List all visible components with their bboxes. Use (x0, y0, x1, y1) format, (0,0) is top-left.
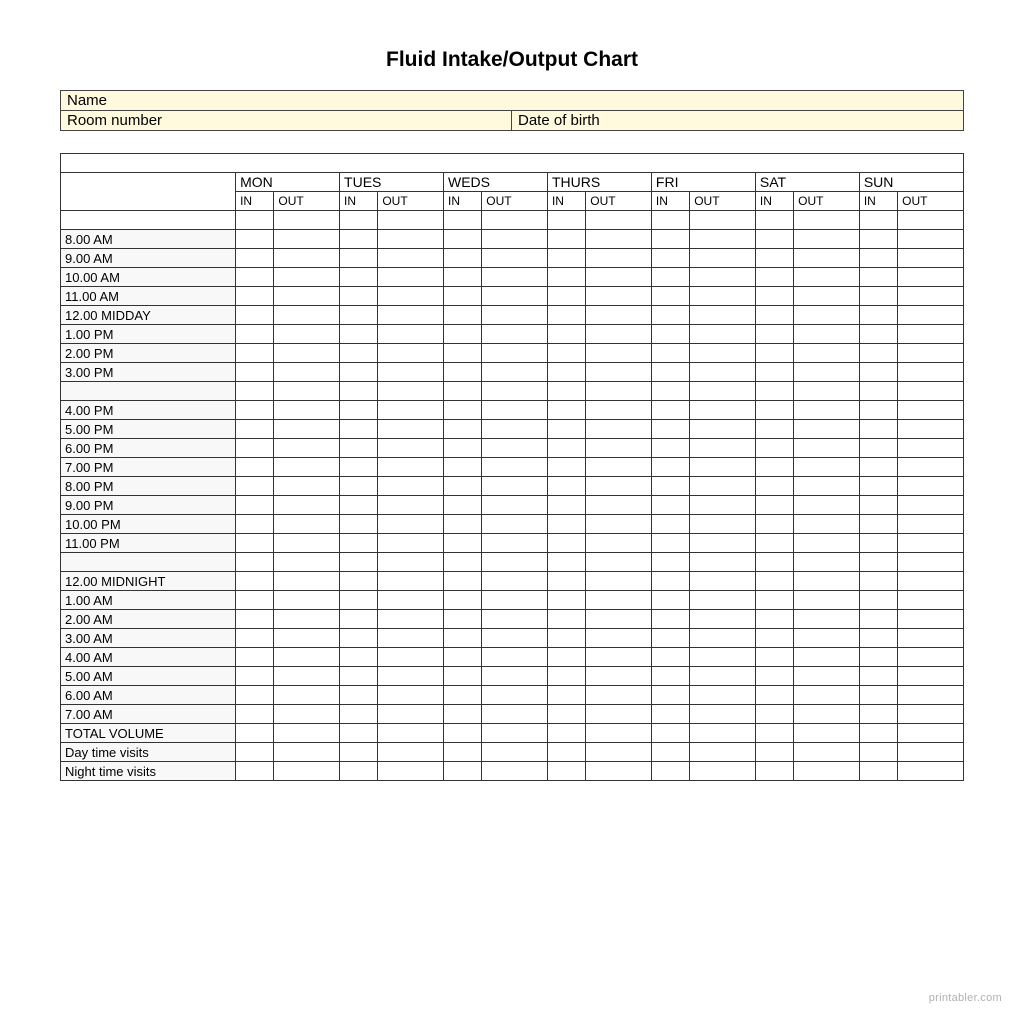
sub-in: IN (340, 192, 378, 211)
patient-info-box: Name Room number Date of birth (60, 90, 964, 131)
day-header-sun: SUN (859, 173, 963, 192)
sub-out: OUT (378, 192, 444, 211)
table-row: 3.00 AM (61, 629, 964, 648)
sub-in: IN (859, 192, 897, 211)
night-visits-label: Night time visits (61, 762, 236, 781)
time-label: 3.00 PM (61, 363, 236, 382)
fluid-chart-table: MON TUES WEDS THURS FRI SAT SUN INOUT IN… (60, 153, 964, 781)
time-label: 4.00 AM (61, 648, 236, 667)
table-row: 3.00 PM (61, 363, 964, 382)
table-gap-row (61, 211, 964, 230)
time-label: 12.00 MIDNIGHT (61, 572, 236, 591)
sub-out: OUT (482, 192, 548, 211)
table-row: 2.00 AM (61, 610, 964, 629)
table-strip-row (61, 154, 964, 173)
page-title: Fluid Intake/Output Chart (60, 48, 964, 72)
day-header-sat: SAT (755, 173, 859, 192)
time-label: 1.00 PM (61, 325, 236, 344)
table-row: 9.00 AM (61, 249, 964, 268)
table-row: 4.00 AM (61, 648, 964, 667)
sub-in: IN (755, 192, 793, 211)
day-header-row: MON TUES WEDS THURS FRI SAT SUN (61, 173, 964, 192)
day-header-mon: MON (236, 173, 340, 192)
time-label: 6.00 PM (61, 439, 236, 458)
sub-in: IN (547, 192, 585, 211)
time-label: 5.00 PM (61, 420, 236, 439)
night-visits-row: Night time visits (61, 762, 964, 781)
table-row: 5.00 PM (61, 420, 964, 439)
room-number-label: Room number (61, 111, 512, 130)
table-row: 7.00 PM (61, 458, 964, 477)
table-row: 12.00 MIDNIGHT (61, 572, 964, 591)
time-label: 10.00 AM (61, 268, 236, 287)
table-gap-row (61, 553, 964, 572)
table-row: 5.00 AM (61, 667, 964, 686)
table-row: 10.00 AM (61, 268, 964, 287)
sub-in: IN (651, 192, 689, 211)
day-header-weds: WEDS (444, 173, 548, 192)
table-row: 10.00 PM (61, 515, 964, 534)
time-label: 9.00 PM (61, 496, 236, 515)
table-row: 7.00 AM (61, 705, 964, 724)
time-label: 9.00 AM (61, 249, 236, 268)
sub-out: OUT (274, 192, 340, 211)
total-volume-row: TOTAL VOLUME (61, 724, 964, 743)
time-label: 8.00 PM (61, 477, 236, 496)
day-header-thurs: THURS (547, 173, 651, 192)
table-row: 1.00 AM (61, 591, 964, 610)
table-gap-row (61, 382, 964, 401)
day-header-fri: FRI (651, 173, 755, 192)
table-row: 12.00 MIDDAY (61, 306, 964, 325)
day-header-tues: TUES (340, 173, 444, 192)
day-visits-row: Day time visits (61, 743, 964, 762)
time-label: 12.00 MIDDAY (61, 306, 236, 325)
table-row: 2.00 PM (61, 344, 964, 363)
total-volume-label: TOTAL VOLUME (61, 724, 236, 743)
time-label: 6.00 AM (61, 686, 236, 705)
table-row: 4.00 PM (61, 401, 964, 420)
time-label: 1.00 AM (61, 591, 236, 610)
time-label: 11.00 PM (61, 534, 236, 553)
table-row: 1.00 PM (61, 325, 964, 344)
sub-in: IN (444, 192, 482, 211)
table-row: 8.00 PM (61, 477, 964, 496)
sub-out: OUT (690, 192, 756, 211)
name-label: Name (61, 91, 963, 110)
time-label: 3.00 AM (61, 629, 236, 648)
time-label: 2.00 AM (61, 610, 236, 629)
footer-credit: printabler.com (929, 992, 1002, 1004)
time-label: 7.00 PM (61, 458, 236, 477)
sub-out: OUT (898, 192, 964, 211)
table-row: 6.00 PM (61, 439, 964, 458)
time-label: 2.00 PM (61, 344, 236, 363)
time-label: 11.00 AM (61, 287, 236, 306)
time-label: 4.00 PM (61, 401, 236, 420)
time-label: 7.00 AM (61, 705, 236, 724)
table-row: 6.00 AM (61, 686, 964, 705)
table-row: 11.00 AM (61, 287, 964, 306)
dob-label: Date of birth (512, 111, 963, 130)
table-row: 9.00 PM (61, 496, 964, 515)
day-visits-label: Day time visits (61, 743, 236, 762)
time-label: 10.00 PM (61, 515, 236, 534)
sub-out: OUT (586, 192, 652, 211)
time-label: 5.00 AM (61, 667, 236, 686)
sub-in: IN (236, 192, 274, 211)
table-row: 8.00 AM (61, 230, 964, 249)
time-label: 8.00 AM (61, 230, 236, 249)
table-row: 11.00 PM (61, 534, 964, 553)
sub-out: OUT (794, 192, 860, 211)
